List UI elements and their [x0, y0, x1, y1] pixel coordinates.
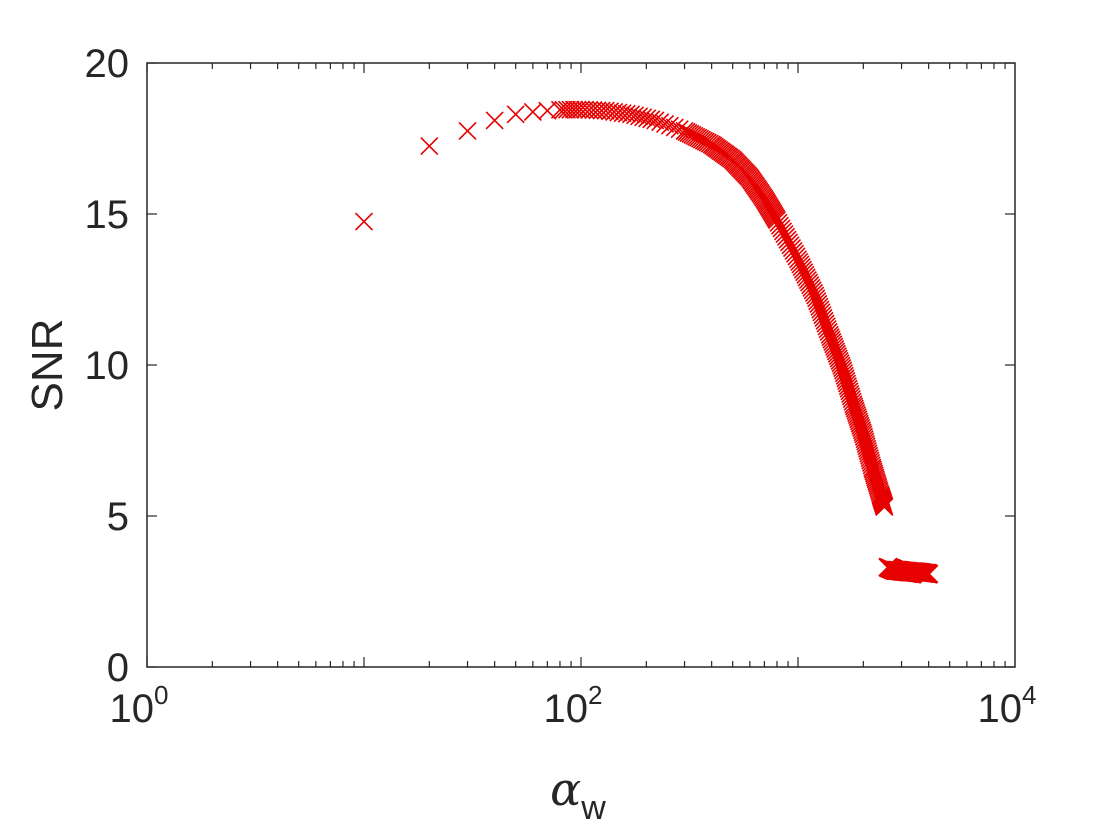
data-point-marker-171	[839, 379, 858, 398]
data-point-marker-159	[829, 349, 848, 368]
data-point-marker-28	[634, 108, 653, 127]
data-point-marker-164	[834, 361, 853, 380]
y-tick-label-1: 5	[107, 495, 129, 539]
data-point-marker-26	[625, 106, 645, 125]
data-point-marker-153	[824, 335, 843, 354]
x-tick-label-2: 104	[978, 680, 1037, 731]
data-point-marker-110	[772, 219, 791, 238]
data-point-marker-290	[918, 564, 939, 584]
data-point-marker-24	[617, 104, 636, 123]
data-point-marker-5	[523, 102, 542, 121]
data-point-marker-109	[770, 216, 790, 235]
data-point-marker-206	[863, 460, 882, 479]
data-point-marker-172	[840, 382, 859, 401]
data-point-marker-207	[864, 462, 883, 481]
data-point-marker-173	[841, 384, 860, 403]
data-point-marker-174	[841, 387, 861, 406]
data-point-marker-165	[834, 364, 853, 383]
x-tick-label-1: 102	[544, 680, 603, 731]
data-point-marker-29	[638, 109, 657, 128]
data-point-marker-212	[867, 472, 886, 491]
data-point-marker-108	[769, 213, 788, 232]
data-point-marker-211	[866, 470, 885, 489]
data-point-marker-25	[621, 105, 641, 124]
data-point-marker-205	[863, 458, 882, 477]
data-point-marker-161	[831, 354, 850, 373]
x-tick-label-exponent: 2	[588, 680, 602, 710]
data-point-marker-151	[822, 330, 841, 349]
data-point-marker-162	[832, 356, 851, 375]
data-point-marker-170	[838, 377, 857, 396]
data-point-marker-167	[836, 369, 855, 388]
x-tick-label-exponent: 4	[1022, 680, 1036, 710]
data-point-marker-157	[827, 344, 846, 363]
data-point-marker-0	[354, 212, 374, 231]
data-point-marker-156	[826, 342, 846, 361]
x-tick-label-exponent: 0	[154, 680, 168, 710]
data-point-marker-214	[868, 476, 887, 495]
data-point-marker-116	[781, 236, 800, 255]
data-point-marker-175	[842, 390, 861, 409]
x-tick-label-base: 10	[110, 687, 155, 731]
x-tick-label-0: 100	[110, 680, 169, 731]
data-point-marker-113	[776, 227, 796, 246]
data-point-marker-117	[782, 239, 802, 258]
x-tick-label-base: 10	[978, 687, 1023, 731]
data-point-marker-32	[651, 113, 670, 132]
data-point-marker-34	[660, 116, 679, 135]
data-point-marker-150	[821, 328, 840, 347]
data-point-marker-210	[866, 468, 885, 487]
data-point-marker-35	[665, 118, 684, 137]
data-point-marker-31	[646, 111, 665, 130]
x-axis-label-subscript: w	[580, 789, 606, 827]
data-point-marker-4	[506, 105, 525, 124]
data-point-marker-23	[613, 104, 632, 123]
data-point-marker-118	[784, 241, 803, 260]
x-tick-label-base: 10	[544, 687, 589, 731]
data-point-marker-1	[420, 136, 439, 156]
y-tick-label-0: 0	[107, 646, 129, 690]
y-tick-label-4: 20	[85, 42, 130, 86]
y-axis-label: SNR	[23, 319, 72, 412]
data-point-marker-233	[875, 497, 894, 517]
data-point-marker-152	[823, 332, 842, 351]
axis-ticks	[146, 62, 1015, 668]
data-point-marker-111	[773, 222, 793, 241]
y-tick-label-2: 10	[85, 344, 130, 388]
data-point-marker-114	[778, 230, 797, 249]
data-point-marker-168	[837, 371, 856, 391]
data-point-marker-2	[458, 121, 477, 141]
data-point-marker-33	[655, 114, 675, 133]
data-point-marker-208	[864, 464, 884, 483]
data-point-marker-149	[820, 325, 839, 344]
data-point-marker-163	[833, 358, 852, 378]
x-axis-label: αw	[550, 762, 606, 827]
data-point-marker-158	[828, 347, 847, 366]
x-axis-label-symbol: α	[550, 762, 581, 816]
y-tick-label-3: 15	[85, 193, 130, 237]
data-point-marker-27	[630, 107, 649, 126]
data-point-marker-166	[835, 366, 854, 385]
data-point-marker-213	[867, 474, 887, 493]
data-markers	[354, 100, 939, 584]
data-point-marker-169	[837, 374, 857, 393]
data-point-marker-115	[779, 233, 799, 252]
data-point-marker-160	[830, 351, 849, 370]
data-point-marker-154	[825, 337, 844, 356]
data-point-marker-3	[485, 111, 504, 130]
data-point-marker-107	[767, 210, 787, 230]
data-point-marker-155	[826, 339, 845, 359]
data-point-marker-112	[775, 224, 794, 244]
data-point-marker-209	[865, 466, 884, 485]
